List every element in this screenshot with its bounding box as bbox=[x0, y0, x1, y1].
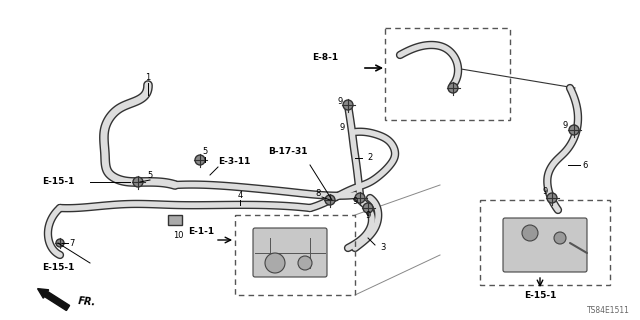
Text: B-17-31: B-17-31 bbox=[268, 148, 307, 156]
Text: E-3-11: E-3-11 bbox=[218, 157, 250, 166]
Text: 9: 9 bbox=[337, 98, 342, 107]
Circle shape bbox=[325, 195, 335, 205]
Text: 1: 1 bbox=[145, 74, 150, 83]
Circle shape bbox=[547, 193, 557, 203]
Circle shape bbox=[522, 225, 538, 241]
Text: 6: 6 bbox=[582, 161, 588, 170]
Text: 9: 9 bbox=[365, 211, 371, 220]
Text: E-1-1: E-1-1 bbox=[188, 228, 214, 236]
Text: E-15-1: E-15-1 bbox=[42, 178, 74, 187]
Text: 5: 5 bbox=[147, 171, 152, 180]
Text: E-8-1: E-8-1 bbox=[312, 53, 338, 62]
Circle shape bbox=[554, 232, 566, 244]
Circle shape bbox=[343, 100, 353, 110]
Text: 3: 3 bbox=[380, 244, 386, 252]
Bar bbox=[168, 215, 182, 225]
Circle shape bbox=[363, 203, 373, 213]
Text: 7: 7 bbox=[69, 238, 75, 247]
Bar bbox=[235, 215, 355, 295]
Text: E-15-1: E-15-1 bbox=[524, 291, 556, 300]
Text: 9: 9 bbox=[339, 124, 344, 132]
Circle shape bbox=[265, 253, 285, 273]
Circle shape bbox=[355, 193, 365, 203]
Bar bbox=[385, 28, 510, 120]
Circle shape bbox=[133, 177, 143, 187]
Circle shape bbox=[569, 125, 579, 135]
Text: 10: 10 bbox=[173, 230, 183, 239]
Text: TS84E1511: TS84E1511 bbox=[587, 306, 630, 315]
Text: 5: 5 bbox=[202, 148, 207, 156]
FancyBboxPatch shape bbox=[503, 218, 587, 272]
Text: E-15-1: E-15-1 bbox=[42, 263, 74, 273]
Bar bbox=[480, 200, 610, 285]
Circle shape bbox=[56, 239, 64, 247]
Text: 9: 9 bbox=[542, 188, 548, 196]
FancyBboxPatch shape bbox=[253, 228, 327, 277]
Circle shape bbox=[298, 256, 312, 270]
Text: 4: 4 bbox=[237, 190, 243, 199]
Text: 9: 9 bbox=[353, 197, 358, 206]
Circle shape bbox=[195, 155, 205, 165]
Text: 9: 9 bbox=[563, 121, 568, 130]
Text: FR.: FR. bbox=[78, 296, 97, 308]
Text: 2: 2 bbox=[367, 154, 372, 163]
Text: 8: 8 bbox=[316, 188, 321, 197]
FancyArrow shape bbox=[38, 289, 70, 310]
Circle shape bbox=[448, 83, 458, 93]
